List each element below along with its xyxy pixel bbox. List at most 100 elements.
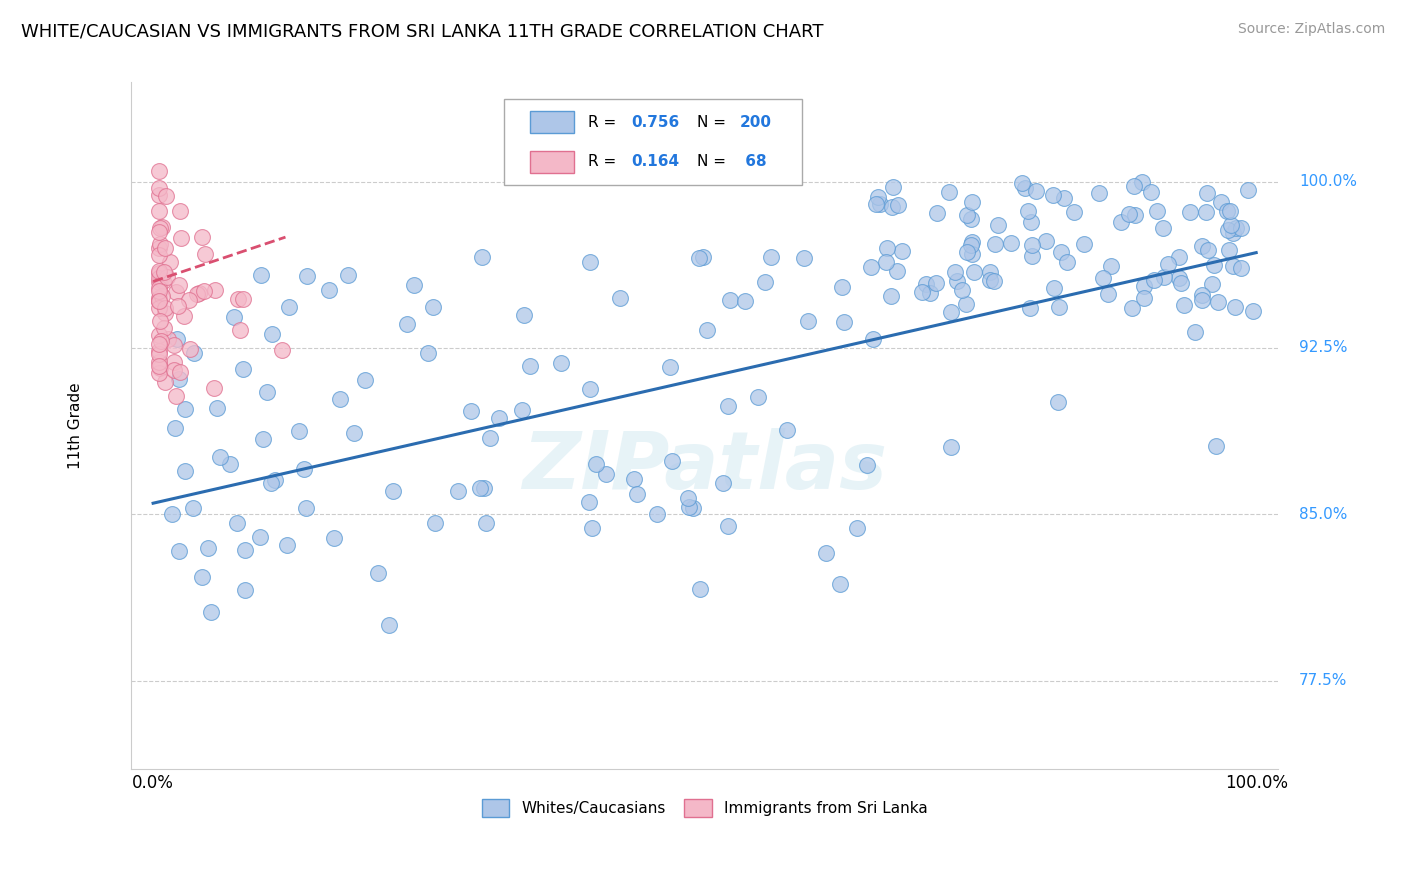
Point	[939, 304, 962, 318]
Point	[256, 384, 278, 399]
Point	[249, 268, 271, 282]
Point	[252, 433, 274, 447]
Point	[776, 423, 799, 437]
Point	[1123, 208, 1146, 222]
Point	[148, 359, 170, 373]
Point	[581, 520, 603, 534]
Point	[759, 250, 782, 264]
Point	[167, 371, 190, 385]
Point	[208, 450, 231, 465]
Bar	[530, 112, 574, 133]
Text: WHITE/CAUCASIAN VS IMMIGRANTS FROM SRI LANKA 11TH GRADE CORRELATION CHART: WHITE/CAUCASIAN VS IMMIGRANTS FROM SRI L…	[21, 22, 824, 40]
Point	[1000, 236, 1022, 251]
Point	[797, 314, 820, 328]
Point	[747, 390, 769, 404]
Point	[148, 293, 170, 308]
Point	[911, 285, 934, 300]
Legend: Whites/Caucasians, Immigrants from Sri Lanka: Whites/Caucasians, Immigrants from Sri L…	[475, 793, 934, 823]
Point	[148, 293, 170, 308]
Point	[418, 346, 440, 360]
Point	[623, 472, 645, 486]
Point	[475, 516, 498, 530]
Point	[367, 566, 389, 580]
Point	[343, 426, 366, 441]
Point	[148, 343, 170, 358]
Point	[329, 392, 352, 406]
Point	[513, 308, 536, 322]
Point	[579, 382, 602, 396]
Point	[1091, 271, 1114, 285]
Point	[148, 225, 170, 239]
Point	[793, 251, 815, 265]
Point	[717, 519, 740, 533]
Point	[1099, 259, 1122, 273]
Point	[862, 332, 884, 346]
Point	[169, 203, 191, 218]
Point	[460, 404, 482, 418]
Point	[149, 236, 172, 251]
Point	[166, 332, 188, 346]
Point	[696, 323, 718, 337]
Point	[148, 187, 170, 202]
Point	[717, 399, 740, 413]
Point	[165, 285, 187, 299]
Point	[1191, 239, 1213, 253]
Point	[1191, 293, 1213, 308]
Point	[869, 197, 891, 211]
Point	[173, 309, 195, 323]
Point	[148, 337, 170, 351]
Text: 77.5%: 77.5%	[1299, 673, 1347, 688]
Point	[585, 457, 607, 471]
Point	[1121, 301, 1143, 315]
Text: Source: ZipAtlas.com: Source: ZipAtlas.com	[1237, 22, 1385, 37]
Point	[148, 266, 170, 280]
Point	[865, 197, 887, 211]
Point	[1225, 221, 1247, 235]
Point	[550, 356, 572, 370]
Point	[1168, 250, 1191, 264]
Point	[682, 500, 704, 515]
Point	[1205, 439, 1227, 453]
Point	[1201, 277, 1223, 292]
Point	[204, 283, 226, 297]
Point	[1122, 178, 1144, 193]
Point	[946, 274, 969, 288]
Point	[856, 458, 879, 472]
Point	[190, 230, 212, 244]
Point	[927, 206, 949, 220]
Point	[162, 363, 184, 377]
Point	[169, 365, 191, 379]
Point	[814, 546, 837, 560]
Text: 92.5%: 92.5%	[1299, 341, 1347, 356]
Point	[1132, 291, 1154, 305]
Point	[148, 271, 170, 285]
Point	[181, 500, 204, 515]
Point	[1146, 203, 1168, 218]
Point	[1019, 215, 1042, 229]
Point	[519, 359, 541, 373]
Point	[1170, 276, 1192, 290]
Point	[163, 421, 186, 435]
Point	[1047, 300, 1070, 314]
Point	[396, 318, 419, 332]
Point	[160, 507, 183, 521]
Point	[676, 491, 699, 505]
Point	[1042, 188, 1064, 202]
Point	[1173, 298, 1195, 312]
Point	[1063, 205, 1085, 219]
Point	[153, 265, 176, 279]
Point	[233, 543, 256, 558]
Point	[152, 274, 174, 288]
Point	[1218, 223, 1240, 237]
Point	[1047, 395, 1070, 409]
Point	[153, 305, 176, 319]
Point	[830, 576, 852, 591]
Point	[1230, 260, 1253, 275]
Point	[183, 346, 205, 360]
Point	[963, 265, 986, 279]
Point	[148, 366, 170, 380]
Point	[1206, 295, 1229, 310]
Point	[479, 431, 502, 445]
Point	[1222, 260, 1244, 274]
Point	[979, 273, 1001, 287]
